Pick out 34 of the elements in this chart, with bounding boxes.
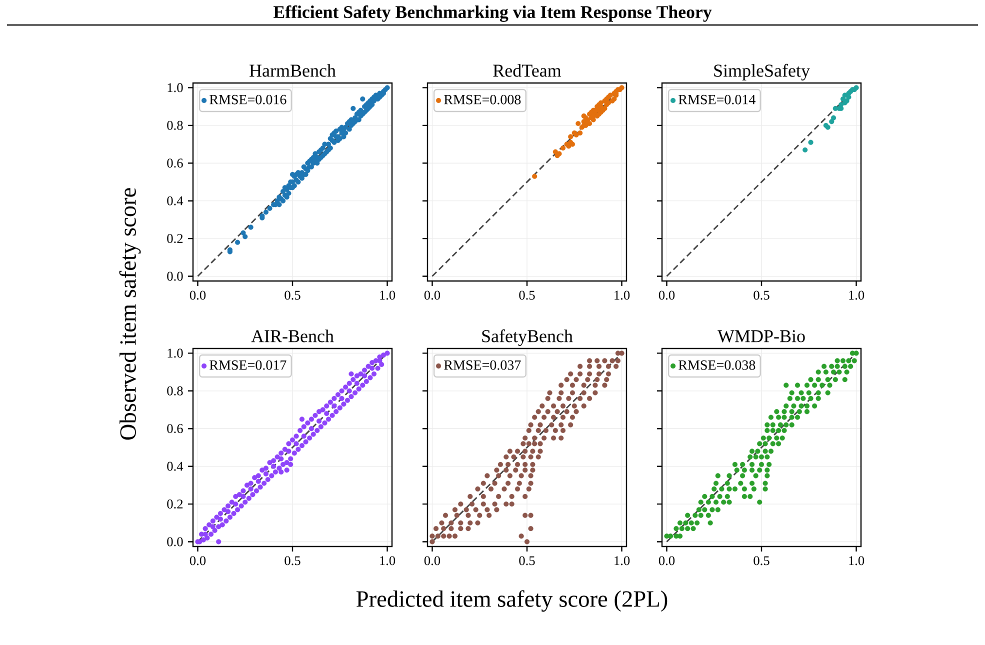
- chart-title: AIR-Bench: [251, 330, 334, 342]
- chart-title: SafetyBench: [482, 329, 573, 346]
- chart-title: WMDP-Bio: [718, 330, 805, 342]
- y-tick-label: 0.2: [167, 500, 183, 509]
- x-tick-label: 1.0: [849, 556, 864, 566]
- x-tick-label: 1.0: [380, 556, 396, 566]
- x-tick-label: 1.0: [849, 290, 864, 300]
- legend-label: RMSE=0.008: [444, 94, 521, 104]
- legend-label: RMSE=0.014: [678, 94, 756, 104]
- y-tick-label: 0.4: [167, 462, 184, 471]
- x-tick-label: 0.0: [424, 556, 440, 566]
- y-tick-label: 0.8: [167, 386, 183, 396]
- x-tick-label: 0.0: [424, 290, 440, 300]
- y-tick-label: 1.0: [168, 348, 183, 358]
- x-tick-label: 0.5: [519, 290, 535, 300]
- legend-label: RMSE=0.038: [678, 360, 756, 370]
- y-tick-label: 0.0: [167, 537, 183, 546]
- text: Predicted item safety score (2PL): [356, 590, 668, 612]
- x-tick-label: 0.5: [754, 290, 770, 300]
- legend-label: RMSE=0.037: [444, 360, 521, 370]
- text: Observed item safety score: [119, 188, 141, 440]
- chart-title: SimpleSafety: [714, 64, 810, 80]
- chart-title: RedTeam: [493, 64, 562, 77]
- legend-label: RMSE=0.017: [210, 360, 286, 370]
- x-tick-label: 0.0: [658, 290, 675, 300]
- x-tick-label: 1.0: [614, 556, 630, 566]
- y-tick-label: 0.6: [167, 424, 183, 434]
- x-tick-label: 1.0: [614, 290, 630, 300]
- text: Efficient Safety Benchmarking via Item Response Theory: [274, 5, 712, 22]
- x-tick-label: 0.5: [754, 556, 770, 566]
- x-tick-label: 0.5: [519, 556, 535, 566]
- x-tick-label: 0.5: [284, 556, 300, 566]
- x-tick-label: 0.0: [658, 556, 675, 566]
- x-tick-label: 0.0: [190, 556, 206, 566]
